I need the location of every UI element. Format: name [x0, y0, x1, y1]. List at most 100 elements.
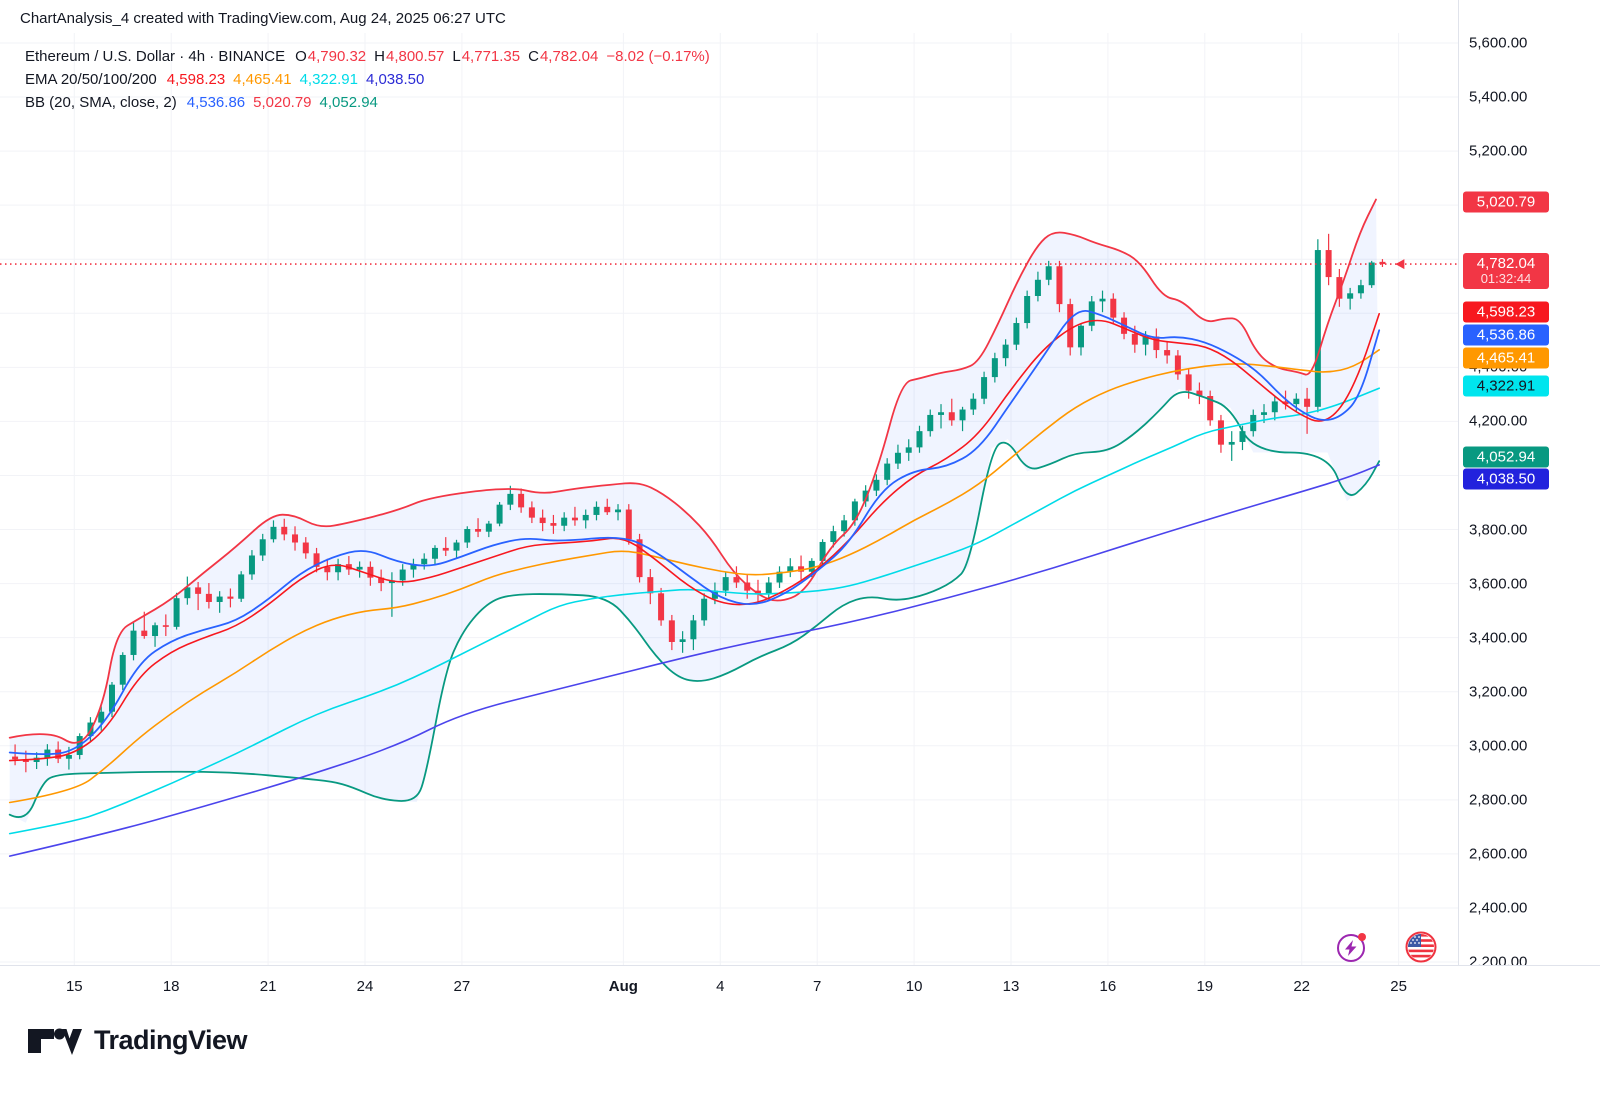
candle-body	[884, 463, 891, 480]
change-value: −8.02 (−0.17%)	[606, 48, 710, 65]
time-axis-label: 22	[1293, 978, 1311, 995]
ema-legend-value: 4,465.41	[233, 71, 292, 88]
candle-body	[518, 493, 525, 508]
candle-body	[378, 577, 385, 584]
candle-body	[302, 542, 309, 554]
time-axis-label: 15	[65, 978, 83, 995]
us-flag-icon	[1405, 931, 1437, 963]
candle-body	[1357, 285, 1364, 294]
candle-body	[1293, 398, 1300, 405]
candle-body	[539, 517, 546, 524]
candle-body	[776, 571, 783, 583]
candle-body	[615, 509, 622, 513]
candle-body	[1282, 401, 1289, 405]
candle-body	[195, 587, 202, 594]
ohlc-value: 4,800.57	[385, 48, 445, 65]
footer: TradingView	[0, 1009, 1600, 1102]
legend-ema-row[interactable]: EMA 20/50/100/200 4,598.23 4,465.41 4,322.9…	[25, 71, 432, 88]
price-axis-label: 4,200.00	[1469, 412, 1528, 430]
legend-symbol-row[interactable]: Ethereum / U.S. Dollar · 4h · BINANCE O 4,…	[25, 48, 718, 65]
time-axis[interactable]: 15 18 21 24 27 Aug 4 7 10 13 16 19 22 25	[0, 965, 1600, 1010]
candle-body	[981, 377, 988, 399]
bb-legend-value: 4,536.86	[186, 94, 246, 111]
bb-upper-line	[8, 198, 1377, 744]
ema200-badge: 4,038.50	[1463, 468, 1549, 490]
ema100-badge: 4,322.91	[1463, 375, 1549, 397]
bb-basis-line	[8, 309, 1381, 756]
candle-body	[1207, 396, 1214, 421]
candle-body	[1336, 277, 1343, 299]
candle-body	[205, 593, 212, 602]
market-us-flag-button[interactable]	[1404, 930, 1438, 964]
ema50-line	[8, 349, 1380, 804]
ohlc-letter: C	[528, 48, 539, 65]
candle-body	[970, 398, 977, 410]
time-axis-label: 25	[1390, 978, 1407, 995]
candle-body	[216, 596, 223, 602]
candle-body	[1325, 250, 1332, 278]
candle-body	[1250, 414, 1257, 432]
time-axis-label: 24	[356, 978, 374, 995]
candle-body	[108, 684, 115, 712]
candle-body	[1271, 401, 1278, 413]
candle-body	[625, 509, 632, 540]
candle-body	[1239, 431, 1246, 442]
candle-body	[464, 528, 471, 543]
candle-body	[1142, 336, 1149, 345]
candle-body	[1314, 250, 1321, 407]
candle-body	[550, 523, 557, 526]
candle-body	[324, 566, 331, 573]
candle-body	[604, 506, 611, 513]
candle-body	[335, 564, 342, 573]
price-axis-label: 2,600.00	[1469, 845, 1528, 863]
candle-body	[421, 558, 428, 565]
ohlc-value: 4,782.04	[539, 48, 599, 65]
time-axis-label: 13	[1002, 978, 1020, 995]
ohlc-letter: L	[452, 48, 461, 65]
candle-body	[119, 654, 126, 685]
candle-body	[173, 598, 180, 627]
candle-body	[862, 490, 869, 502]
price-axis[interactable]: 5,600.005,400.005,200.005,000.004,800.00…	[1458, 0, 1600, 1005]
candle-body	[1110, 298, 1117, 318]
candle-body	[938, 412, 945, 415]
candle-body	[227, 596, 234, 599]
candle-body	[1088, 301, 1095, 326]
candle-body	[1217, 420, 1224, 445]
candle-body	[496, 504, 503, 524]
ema200-line	[8, 464, 1380, 857]
ema-legend-label: EMA 20/50/100/200	[25, 71, 157, 88]
bb-lower-badge: 4,052.94	[1463, 446, 1549, 468]
candle-body	[593, 506, 600, 515]
price-axis-label: 5,200.00	[1469, 142, 1528, 160]
candle-body	[410, 564, 417, 570]
tradingview-logo-icon	[28, 1028, 82, 1055]
candle-body	[22, 759, 29, 762]
quick-action-flash-button[interactable]	[1335, 930, 1369, 964]
candle-body	[571, 517, 578, 521]
candle-body	[1056, 266, 1063, 305]
candle-body	[356, 566, 363, 570]
candle-body	[1131, 333, 1138, 345]
candle-body	[475, 528, 482, 532]
candle-body	[528, 507, 535, 518]
candle-body	[1304, 398, 1311, 407]
candle-body	[248, 555, 255, 575]
candle-body	[636, 539, 643, 578]
candle-body	[1002, 344, 1009, 359]
chart-title: ChartAnalysis_4 created with TradingView…	[20, 10, 506, 27]
candle-body	[1174, 355, 1181, 375]
ohlc-letter: H	[374, 48, 385, 65]
candle-body	[722, 577, 729, 591]
price-axis-label: 2,800.00	[1469, 791, 1528, 809]
ema100-line	[8, 387, 1380, 835]
legend-bb-row[interactable]: BB (20, SMA, close, 2) 4,536.86 5,020.79 4,…	[25, 94, 386, 111]
time-axis-label: 19	[1196, 978, 1214, 995]
candle-body	[582, 514, 589, 521]
price-axis-label: 2,400.00	[1469, 899, 1528, 917]
price-axis-label: 5,400.00	[1469, 88, 1528, 106]
bb-legend-label: BB (20, SMA, close, 2)	[25, 94, 177, 111]
tradingview-logo[interactable]: TradingView	[26, 1023, 248, 1057]
price-axis-label: 3,200.00	[1469, 683, 1528, 701]
